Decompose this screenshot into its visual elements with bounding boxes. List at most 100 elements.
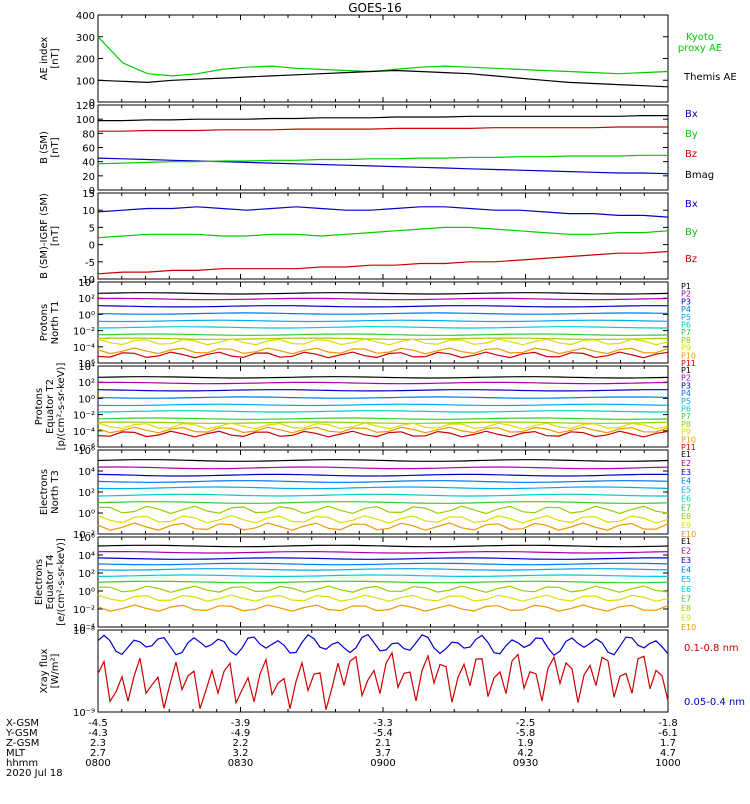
ephemeris-value: 4.2 <box>518 748 534 759</box>
igrf-series-line <box>97 206 669 218</box>
electrons-equator-legend-E4: E4 <box>681 566 691 575</box>
electrons-equator-ylabel: Equator T4 <box>45 555 56 610</box>
ae-ylabel: [nT] <box>50 48 61 68</box>
electrons-north-legend-E8: E8 <box>681 512 691 521</box>
electrons-north-legend-E9: E9 <box>681 521 691 530</box>
ephemeris-value: -1.8 <box>658 718 678 729</box>
igrf-legend-By: By <box>685 227 698 238</box>
bsm-y-tick-label: 100 <box>76 115 95 126</box>
electrons-north-channel-line <box>97 501 669 504</box>
protons-north-y-tick-label: 10⁰ <box>78 310 95 321</box>
xray-y-tick-label: 10⁻⁸ <box>73 626 95 637</box>
ephemeris-value: 2.1 <box>375 738 391 749</box>
protons-north-channel-line <box>97 312 669 315</box>
bsm-series-line <box>98 126 668 132</box>
igrf-y-tick-label: 10 <box>82 206 95 217</box>
bsm-series-line <box>97 157 669 175</box>
protons-equator-legend-P4: P4 <box>681 389 691 398</box>
ephemeris-value: 4.7 <box>660 748 676 759</box>
bsm-series-line <box>97 154 668 165</box>
protons-equator-legend-P10: P10 <box>681 435 696 444</box>
protons-equator-legend-P7: P7 <box>681 412 691 421</box>
bsm-y-tick-label: 40 <box>82 158 95 169</box>
electrons-north-ylabel: Electrons <box>39 469 50 515</box>
xray-legend-short: 0.05-0.4 nm <box>684 697 745 708</box>
protons-equator-channel-line <box>97 376 669 379</box>
protons-north-ylabel: North T1 <box>50 301 61 345</box>
panel-8-frame <box>97 629 669 713</box>
bsm-legend-Bx: Bx <box>685 109 698 120</box>
ephemeris-value: 2.2 <box>233 738 249 749</box>
protons-equator-y-tick-label: 10⁻⁴ <box>73 427 95 438</box>
bsm-ylabel: B (SM) <box>39 131 50 164</box>
electrons-north-legend-E1: E1 <box>681 450 691 459</box>
electrons-north-y-tick-label: 10⁰ <box>78 509 95 520</box>
bsm-ylabel: [nT] <box>50 137 61 157</box>
protons-north-legend-P10: P10 <box>681 351 696 360</box>
ephemeris-value: -4.5 <box>88 718 108 729</box>
electrons-north-channel-line <box>97 466 669 470</box>
protons-north-legend-P3: P3 <box>681 297 691 306</box>
electrons-equator-channel-line <box>97 568 669 571</box>
electrons-north-y-tick-label: 10⁻² <box>73 530 95 541</box>
ephemeris-value: 0930 <box>513 758 538 769</box>
ae-legend-themis: Themis AE <box>683 72 737 83</box>
protons-equator-legend-P1: P1 <box>681 366 691 375</box>
protons-north-ylabel: Protons <box>39 304 50 341</box>
igrf-series-line <box>97 250 669 275</box>
protons-north-y-tick-label: 10² <box>78 294 95 305</box>
electrons-equator-channel-line <box>97 562 669 566</box>
electrons-north-channel-line <box>97 486 669 490</box>
ephemeris-value: -2.5 <box>516 718 536 729</box>
bsm-legend-Bmag: Bmag <box>685 170 714 181</box>
electrons-north-legend-E7: E7 <box>681 503 691 512</box>
electrons-equator-legend-E5: E5 <box>681 575 691 584</box>
protons-north-channel-line <box>97 292 669 295</box>
protons-north-legend-P7: P7 <box>681 328 691 337</box>
electrons-north-legend-E6: E6 <box>681 494 691 503</box>
igrf-legend-Bx: Bx <box>685 199 698 210</box>
electrons-equator-legend-E10: E10 <box>681 623 696 632</box>
protons-equator-y-tick-label: 10⁰ <box>78 394 95 405</box>
protons-equator-y-tick-label: 10⁴ <box>78 362 95 373</box>
electrons-equator-channel-line <box>97 544 669 548</box>
electrons-equator-channel-line <box>97 580 669 584</box>
ephemeris-value: 0830 <box>228 758 253 769</box>
protons-north-channel-line <box>97 347 669 355</box>
protons-north-legend-P1: P1 <box>681 282 691 291</box>
ephemeris-value: 2.3 <box>90 738 106 749</box>
igrf-y-tick-label: 15 <box>82 189 95 200</box>
protons-equator-legend-P5: P5 <box>681 397 691 406</box>
xray-ylabel: Xray flux <box>39 649 50 694</box>
electrons-north-y-tick-label: 10⁶ <box>78 446 95 457</box>
protons-equator-legend-P6: P6 <box>681 405 691 414</box>
protons-north-channel-line <box>97 326 668 329</box>
ephemeris-value: -3.9 <box>231 718 251 729</box>
electrons-north-legend-E10: E10 <box>681 530 696 539</box>
ephemeris-value: -5.4 <box>373 728 393 739</box>
ephemeris-label-X-GSM: X-GSM <box>6 718 39 729</box>
protons-north-legend-P5: P5 <box>681 313 691 322</box>
bsm-series-line <box>98 114 668 122</box>
electrons-north-channel-line <box>97 514 669 524</box>
ae-series-line <box>97 36 669 77</box>
electrons-equator-y-tick-label: 10⁰ <box>78 587 95 598</box>
electrons-north-ylabel: North T3 <box>50 470 61 514</box>
protons-equator-channel-line <box>97 389 668 392</box>
protons-equator-legend-P9: P9 <box>681 428 691 437</box>
ae-y-tick-label: 400 <box>76 11 95 22</box>
bsm-legend-By: By <box>685 129 698 140</box>
xray-series-short <box>97 633 669 657</box>
ae-y-tick-label: 100 <box>76 76 95 87</box>
ephemeris-value: 3.2 <box>233 748 249 759</box>
electrons-equator-channel-line <box>97 604 669 612</box>
protons-north-legend-P4: P4 <box>681 305 691 314</box>
electrons-equator-y-tick-label: 10⁻² <box>73 605 95 616</box>
protons-equator-channel-line <box>97 403 669 407</box>
igrf-series-line <box>97 226 669 239</box>
ephemeris-value: 1.9 <box>518 738 534 749</box>
protons-equator-channel-line <box>97 381 669 385</box>
electrons-equator-channel-line <box>97 574 668 578</box>
ephemeris-value: 3.7 <box>375 748 391 759</box>
